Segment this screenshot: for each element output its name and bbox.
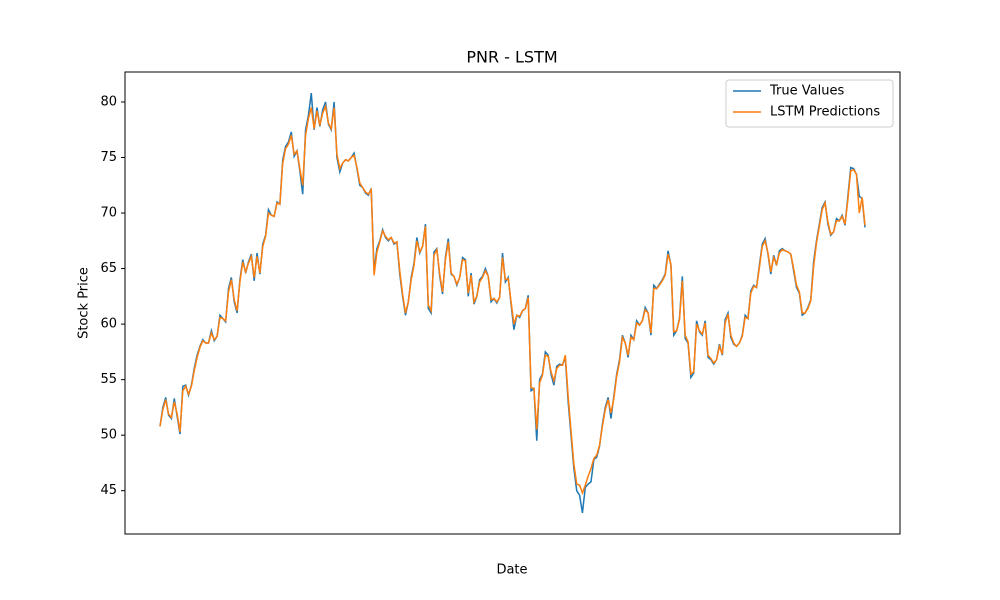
y-tick-label: 70 xyxy=(100,206,117,221)
chart-title: PNR - LSTM xyxy=(466,48,557,67)
y-tick-label: 65 xyxy=(100,261,117,276)
y-tick-label: 75 xyxy=(100,150,117,165)
y-tick-label: 50 xyxy=(100,428,117,443)
x-axis-label: Date xyxy=(496,563,527,578)
legend-label: LSTM Predictions xyxy=(770,105,880,120)
y-tick-label: 45 xyxy=(100,483,117,498)
line-series xyxy=(159,103,866,496)
y-tick-label: 60 xyxy=(100,317,117,332)
legend-box xyxy=(725,79,894,128)
plot-frame xyxy=(124,71,901,535)
legend-label: True Values xyxy=(769,84,844,99)
y-axis-label: Stock Price xyxy=(77,267,92,339)
y-tick-label: 80 xyxy=(100,94,117,109)
y-tick-label: 55 xyxy=(100,372,117,387)
line-series xyxy=(159,93,866,514)
